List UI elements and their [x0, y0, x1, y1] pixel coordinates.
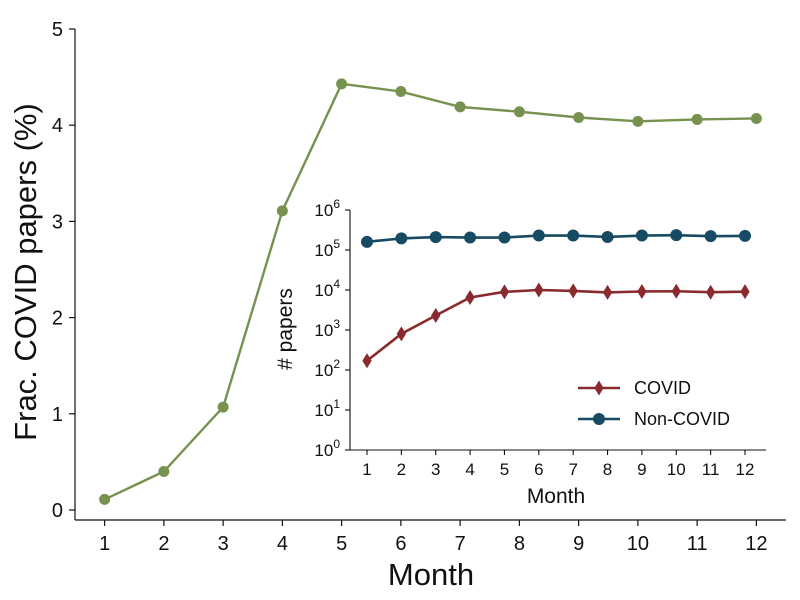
main-x-tick-label: 9 [573, 533, 584, 555]
legend-label: COVID [634, 378, 691, 398]
main-y-tick-label: 1 [52, 404, 63, 426]
main-data-point [276, 205, 288, 217]
inset-x-tick-label: 7 [568, 460, 577, 479]
inset-data-point [568, 283, 578, 299]
inset-data-point [431, 308, 441, 324]
main-data-point [691, 113, 703, 125]
main-y-axis-label: Frac. COVID papers (%) [8, 103, 43, 441]
inset-data-point [362, 353, 372, 369]
inset-data-point [740, 284, 750, 300]
inset-x-tick-label: 10 [667, 460, 686, 479]
main-y-tick-label: 2 [52, 308, 63, 330]
inset-series [361, 229, 751, 369]
main-x-tick-label: 11 [687, 533, 708, 555]
inset-data-point [635, 229, 648, 242]
main-data-point [336, 78, 348, 90]
inset-y-axis-label: # papers [274, 288, 297, 370]
inset-data-point [739, 229, 751, 242]
main-x-tick-label: 3 [218, 533, 229, 555]
inset-x-tick-label: 2 [397, 460, 406, 479]
inset-data-point [532, 229, 545, 242]
main-y-tick-label: 0 [52, 500, 63, 522]
main-data-point [750, 112, 762, 124]
main-series [99, 78, 762, 505]
main-x-tick-label: 12 [745, 533, 767, 555]
main-data-point [573, 112, 585, 124]
inset-data-point [396, 326, 407, 342]
inset-series-line [366, 288, 746, 362]
inset-data-point [602, 284, 613, 300]
main-x-tick-label: 10 [627, 533, 649, 555]
inset-data-point [395, 232, 408, 245]
inset-data-point [670, 229, 683, 242]
main-data-point [99, 493, 111, 505]
inset-data-point [361, 235, 373, 248]
inset-x-tick-label: 4 [465, 460, 474, 479]
main-x-tick-label: 4 [277, 533, 288, 555]
main-data-point [513, 106, 525, 118]
inset-data-point [671, 283, 681, 299]
inset-x-tick-label: 5 [500, 460, 509, 479]
main-data-point [217, 401, 229, 413]
inset-legend: COVID Non-COVID [578, 378, 730, 429]
main-x-tick-label: 7 [455, 533, 466, 555]
inset-data-point [498, 231, 511, 244]
inset-data-point [704, 230, 717, 243]
legend-label: Non-COVID [634, 409, 730, 429]
main-x-tick-label: 8 [514, 533, 525, 555]
main-data-point [632, 115, 644, 127]
inset-data-point [429, 231, 442, 244]
inset-data-point [705, 284, 716, 300]
inset-x-tick-label: 9 [637, 460, 646, 479]
legend-marker [593, 413, 605, 425]
main-x-tick-label: 5 [336, 533, 347, 555]
inset-x-tick-label: 11 [702, 460, 720, 479]
main-data-point [395, 86, 407, 98]
inset-data-point [465, 289, 475, 305]
inset-x-axis-label: Month [527, 485, 585, 508]
main-x-tick-label: 6 [395, 533, 406, 555]
inset-data-point [534, 282, 544, 298]
inset-x-tick-label: 8 [603, 460, 612, 479]
inset-data-point [499, 284, 510, 300]
main-x-axis-label: Month [388, 557, 474, 592]
inset-data-point [601, 230, 614, 243]
legend-marker [594, 380, 604, 396]
main-data-point [454, 101, 466, 113]
inset-data-point [567, 229, 580, 242]
inset-x-tick-label: 6 [534, 460, 543, 479]
main-data-point [158, 466, 170, 478]
inset-x-tick-label: 3 [431, 460, 440, 479]
main-y-tick-label: 5 [52, 19, 63, 41]
main-x-tick-label: 1 [99, 533, 110, 555]
main-series-line [104, 82, 757, 501]
inset-x-tick-label: 12 [736, 460, 755, 479]
main-y-tick-label: 3 [52, 211, 63, 233]
inset-data-point [464, 231, 477, 244]
inset-data-point [637, 283, 647, 299]
main-y-tick-label: 4 [52, 115, 63, 137]
main-x-tick-label: 2 [158, 533, 169, 555]
inset-x-tick-label: 1 [362, 460, 371, 479]
